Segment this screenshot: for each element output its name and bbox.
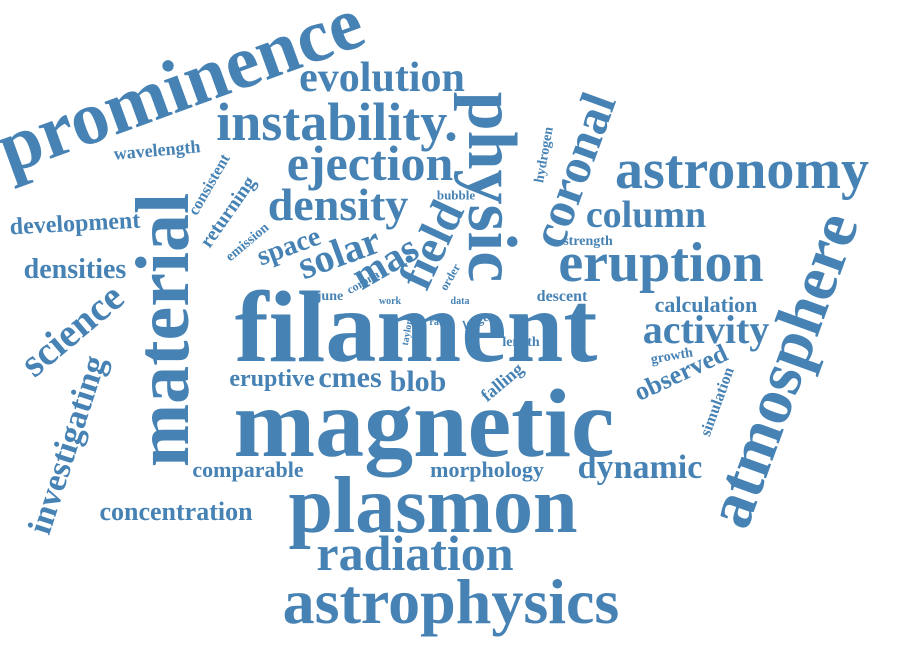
word-calculation: calculation bbox=[654, 292, 758, 317]
word-morphology: morphology bbox=[430, 457, 544, 482]
word-material: material bbox=[121, 192, 205, 468]
word-evolution: evolution bbox=[299, 55, 465, 101]
word-dynamic: dynamic bbox=[577, 449, 703, 486]
word-june: june bbox=[316, 289, 344, 304]
word-rate: rate bbox=[429, 317, 447, 328]
word-instability: instability. bbox=[216, 92, 458, 152]
word-eruption: eruption bbox=[558, 232, 764, 294]
word-column: column bbox=[585, 194, 707, 236]
word-density: density bbox=[267, 179, 409, 230]
word-data: data bbox=[450, 296, 470, 307]
word-astronomy: astronomy bbox=[614, 139, 870, 201]
word-concentration: concentration bbox=[99, 497, 253, 526]
word-work: work bbox=[378, 296, 402, 307]
word-comparable: comparable bbox=[192, 457, 304, 482]
word-astrophysics: astrophysics bbox=[282, 566, 620, 637]
word-strength: strength bbox=[563, 234, 613, 249]
word-radiation: radiation bbox=[316, 525, 514, 581]
word-densities: densities bbox=[23, 254, 127, 285]
word-eruptive: eruptive bbox=[229, 366, 315, 392]
word-cmes: cmes bbox=[318, 361, 382, 394]
word-filament: filament bbox=[234, 271, 598, 384]
word-plasmon: plasmon bbox=[288, 462, 578, 550]
word-blob: blob bbox=[389, 365, 447, 398]
word-length: length bbox=[502, 335, 540, 350]
word-ejection: ejection bbox=[286, 135, 454, 191]
word-activity: activity bbox=[642, 307, 770, 352]
word-bubble: bubble bbox=[436, 187, 476, 203]
word-magnetic: magnetic bbox=[233, 370, 615, 478]
word-descent: descent bbox=[536, 288, 588, 305]
